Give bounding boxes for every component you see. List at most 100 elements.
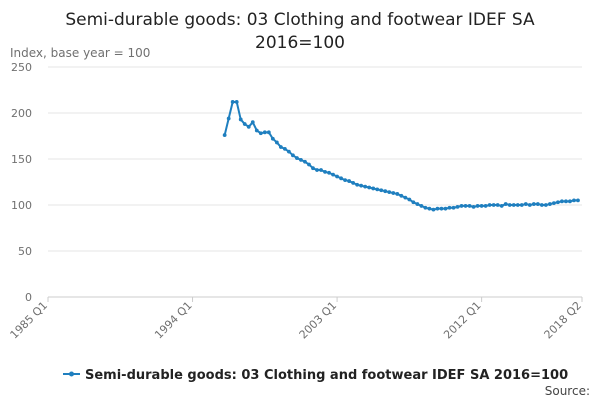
data-point[interactable] [234, 100, 239, 104]
data-point[interactable] [523, 202, 528, 206]
data-point[interactable] [403, 195, 408, 200]
data-point[interactable] [343, 178, 348, 183]
data-point[interactable] [539, 203, 544, 207]
data-point[interactable] [315, 168, 319, 172]
data-point[interactable] [399, 193, 404, 198]
data-point[interactable] [463, 204, 468, 208]
data-point[interactable] [547, 202, 552, 206]
data-point[interactable] [515, 203, 520, 207]
data-point[interactable] [387, 190, 392, 195]
data-point[interactable] [551, 201, 556, 206]
data-point[interactable] [319, 168, 323, 172]
data-point[interactable] [543, 203, 548, 207]
data-point[interactable] [431, 207, 436, 212]
data-point[interactable] [383, 189, 388, 194]
data-point[interactable] [560, 199, 564, 204]
data-point[interactable] [415, 202, 420, 206]
data-point[interactable] [246, 124, 251, 129]
data-point[interactable] [226, 116, 231, 121]
data-point[interactable] [459, 204, 464, 208]
data-point[interactable] [262, 130, 267, 135]
data-point[interactable] [419, 204, 424, 208]
data-point[interactable] [379, 188, 384, 193]
data-point[interactable] [451, 205, 456, 210]
data-point[interactable] [407, 197, 412, 202]
data-point[interactable] [347, 179, 352, 183]
data-point[interactable] [447, 205, 452, 210]
data-point[interactable] [242, 122, 247, 126]
data-point[interactable] [503, 202, 508, 206]
data-point[interactable] [475, 204, 480, 208]
y-tick-label: 250 [11, 61, 32, 74]
data-point[interactable] [531, 202, 536, 206]
data-point[interactable] [519, 203, 524, 207]
data-point[interactable] [367, 185, 372, 190]
data-point[interactable] [435, 206, 440, 211]
data-point[interactable] [359, 183, 364, 188]
y-tick-label: 100 [11, 199, 32, 212]
grid-lines [48, 66, 582, 298]
data-point[interactable] [307, 162, 311, 167]
data-point[interactable] [250, 120, 255, 125]
x-tick-label: 2012 Q1 [441, 299, 484, 342]
data-point[interactable] [299, 158, 303, 162]
data-point[interactable] [371, 186, 376, 191]
data-point[interactable] [331, 172, 335, 177]
data-point[interactable] [282, 146, 287, 151]
data-point[interactable] [507, 203, 512, 207]
data-point[interactable] [238, 117, 243, 122]
x-tick-label: 2018 Q2 [542, 299, 585, 342]
x-tick-label: 1985 Q1 [8, 299, 51, 342]
data-point[interactable] [467, 204, 472, 208]
data-point[interactable] [535, 202, 540, 206]
data-point[interactable] [391, 191, 396, 195]
data-point[interactable] [222, 133, 227, 137]
data-point[interactable] [499, 204, 504, 208]
data-point[interactable] [287, 149, 291, 154]
chart-title-line-1: Semi-durable goods: 03 Clothing and foot… [65, 10, 535, 30]
data-point[interactable] [556, 200, 560, 205]
data-point[interactable] [266, 130, 271, 135]
data-point[interactable] [327, 170, 331, 175]
data-point[interactable] [439, 206, 444, 211]
data-point[interactable] [511, 203, 516, 207]
legend[interactable]: Semi-durable goods: 03 Clothing and foot… [63, 368, 568, 383]
data-point[interactable] [479, 204, 484, 208]
data-point[interactable] [423, 205, 428, 210]
data-point[interactable] [483, 204, 488, 208]
data-point[interactable] [270, 136, 275, 141]
data-point[interactable] [395, 192, 400, 196]
data-point[interactable] [564, 199, 568, 204]
data-point[interactable] [335, 174, 339, 179]
data-point[interactable] [491, 203, 496, 207]
data-point[interactable] [258, 131, 263, 136]
data-point[interactable] [355, 182, 360, 187]
data-point[interactable] [351, 181, 356, 185]
data-point[interactable] [487, 203, 492, 207]
data-point[interactable] [303, 159, 307, 164]
data-point[interactable] [495, 203, 500, 207]
data-point[interactable] [339, 176, 343, 181]
data-point[interactable] [471, 204, 476, 209]
data-point[interactable] [443, 206, 448, 211]
data-point[interactable] [572, 198, 576, 203]
data-point[interactable] [576, 198, 580, 203]
data-point[interactable] [311, 166, 315, 171]
data-point[interactable] [295, 156, 299, 160]
y-axis-label: Index, base year = 100 [10, 46, 150, 60]
data-point[interactable] [323, 169, 327, 174]
legend-label: Semi-durable goods: 03 Clothing and foot… [85, 368, 568, 383]
data-point[interactable] [527, 203, 532, 207]
data-point[interactable] [363, 184, 368, 189]
x-tick-label: 1994 Q1 [152, 299, 195, 342]
data-point[interactable] [427, 206, 432, 211]
data-point[interactable] [230, 100, 235, 104]
data-point[interactable] [254, 128, 259, 133]
data-point[interactable] [568, 199, 572, 204]
data-point[interactable] [411, 200, 416, 205]
data-point[interactable] [455, 204, 460, 209]
data-point[interactable] [375, 187, 380, 192]
data-point[interactable] [274, 140, 279, 145]
data-point[interactable] [291, 153, 295, 158]
data-point[interactable] [278, 145, 283, 149]
